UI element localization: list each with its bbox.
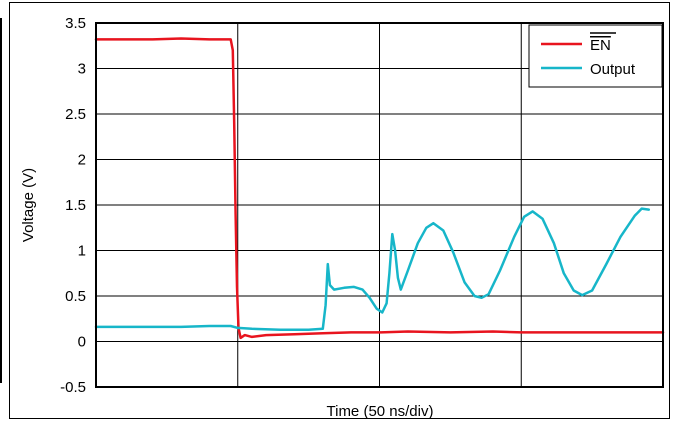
y-tick-label: 2 [78, 152, 86, 169]
x-axis-label: Time (50 ns/div) [327, 403, 434, 420]
chart-outer-frame [9, 2, 670, 419]
legend-box [528, 24, 663, 88]
y-tick-label: -0.5 [60, 379, 86, 396]
series-line-en [94, 37, 665, 340]
y-tick-labels: 3.5 3 2.5 2 1.5 1 0.5 0 -0.5 [60, 15, 86, 396]
y-tick-label: 2.5 [65, 106, 86, 123]
y-tick-label: 1 [78, 243, 86, 260]
legend: EN Output [528, 24, 663, 88]
y-tick-label: 3 [78, 61, 86, 78]
y-tick-label: 0.5 [65, 288, 86, 305]
y-tick-label: 0 [78, 334, 86, 351]
plot-area-frame [95, 22, 664, 388]
series-layer [94, 37, 665, 340]
legend-label-output: Output [590, 61, 636, 78]
series-line-output [94, 207, 651, 331]
legend-label-en: EN [590, 37, 611, 54]
y-tick-label: 3.5 [65, 15, 86, 32]
y-tick-label: 1.5 [65, 197, 86, 214]
y-axis-label: Voltage (V) [20, 168, 37, 242]
